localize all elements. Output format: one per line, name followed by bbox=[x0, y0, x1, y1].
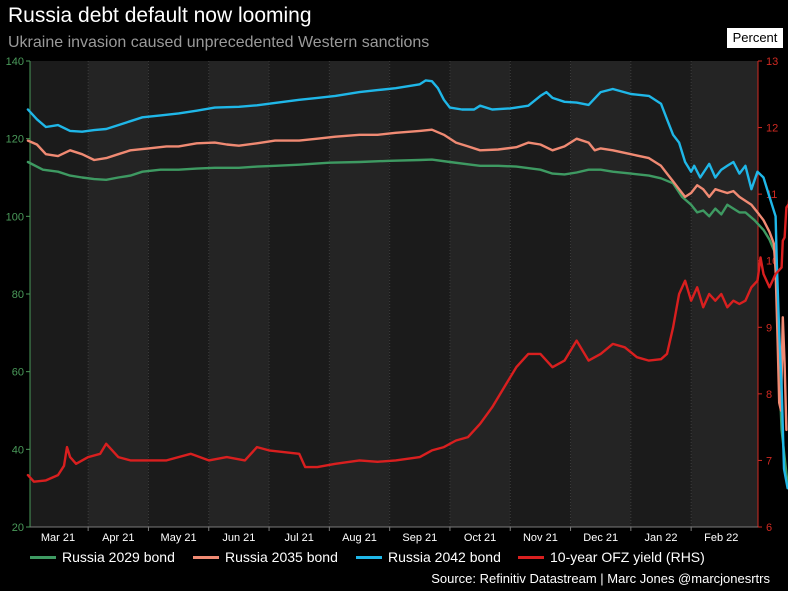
legend-label-2035: Russia 2035 bond bbox=[225, 549, 338, 565]
chart-subtitle: Ukraine invasion caused unprecedented We… bbox=[8, 34, 430, 51]
left-tick-label: 80 bbox=[12, 289, 24, 301]
legend-item-2029: Russia 2029 bond bbox=[30, 549, 175, 565]
x-tick-label: Aug 21 bbox=[342, 532, 377, 544]
left-tick-label: 20 bbox=[12, 522, 24, 534]
series-line-1 bbox=[26, 128, 788, 432]
x-tick-label: Apr 21 bbox=[102, 532, 134, 544]
x-tick-label: Jan 22 bbox=[644, 532, 677, 544]
plot-band bbox=[570, 61, 631, 527]
x-tick-label: Mar 21 bbox=[41, 532, 75, 544]
left-tick-label: 120 bbox=[6, 134, 24, 146]
left-tick-label: 60 bbox=[12, 367, 24, 379]
x-tick-label: May 21 bbox=[161, 532, 197, 544]
chart-title: Russia debt default now looming bbox=[8, 4, 312, 27]
legend-label-ofz: 10-year OFZ yield (RHS) bbox=[550, 549, 705, 565]
legend-swatch-ofz bbox=[518, 555, 544, 559]
legend-swatch-2042 bbox=[356, 555, 382, 559]
source-note: Source: Refinitiv Datastream | Marc Jone… bbox=[431, 571, 770, 586]
plot-band bbox=[148, 61, 209, 527]
series-line-0 bbox=[26, 158, 788, 486]
left-tick-label: 40 bbox=[12, 444, 24, 456]
rhs-unit-label: Percent bbox=[727, 28, 783, 48]
x-tick-label: Oct 21 bbox=[464, 532, 496, 544]
plot-band bbox=[630, 61, 692, 527]
plot-band bbox=[510, 61, 571, 527]
series-line-2 bbox=[26, 79, 788, 490]
series-line-3 bbox=[26, 198, 788, 483]
legend-swatch-2035 bbox=[193, 555, 219, 559]
right-tick-label: 12 bbox=[766, 123, 778, 135]
right-tick-label: 7 bbox=[766, 455, 772, 467]
legend-label-2042: Russia 2042 bond bbox=[388, 549, 501, 565]
x-tick-label: Sep 21 bbox=[402, 532, 437, 544]
left-y-axis: 20 40 60 80 100 120 140 bbox=[6, 56, 31, 534]
x-axis: Mar 21 Apr 21 May 21 Jun 21 Jul 21 Aug 21 Sep … bbox=[30, 526, 758, 544]
right-tick-label: 6 bbox=[766, 522, 772, 534]
plot-band bbox=[88, 61, 149, 527]
plot-band bbox=[208, 61, 270, 527]
x-tick-label: Jun 21 bbox=[222, 532, 255, 544]
legend-label-2029: Russia 2029 bond bbox=[62, 549, 175, 565]
right-tick-label: 13 bbox=[766, 56, 778, 68]
plot-band bbox=[691, 61, 758, 527]
x-tick-label: Feb 22 bbox=[704, 532, 738, 544]
legend-item-ofz: 10-year OFZ yield (RHS) bbox=[518, 549, 705, 565]
series-lines bbox=[26, 79, 788, 490]
plot-background-bands bbox=[30, 61, 758, 527]
legend-item-2035: Russia 2035 bond bbox=[193, 549, 338, 565]
right-tick-label: 8 bbox=[766, 389, 772, 401]
plot-band bbox=[329, 61, 390, 527]
x-tick-label: Dec 21 bbox=[583, 532, 618, 544]
left-tick-label: 140 bbox=[6, 56, 24, 68]
x-tick-label: Jul 21 bbox=[285, 532, 314, 544]
plot-band bbox=[269, 61, 330, 527]
left-tick-label: 100 bbox=[6, 211, 24, 223]
plot-band bbox=[30, 61, 89, 527]
legend-swatch-2029 bbox=[30, 555, 56, 559]
plot-band bbox=[449, 61, 511, 527]
x-tick-label: Nov 21 bbox=[523, 532, 558, 544]
right-tick-label: 11 bbox=[766, 189, 777, 201]
legend-item-2042: Russia 2042 bond bbox=[356, 549, 501, 565]
right-tick-label: 9 bbox=[766, 322, 772, 334]
